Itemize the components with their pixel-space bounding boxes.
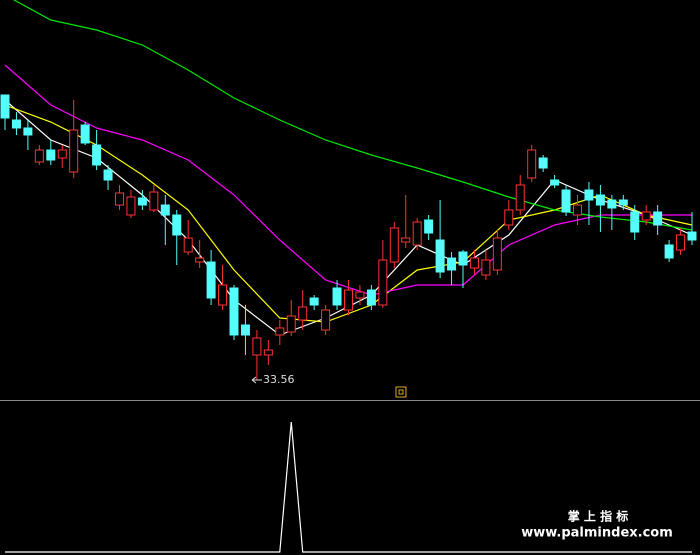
candle-body	[137, 197, 147, 206]
candle-body	[607, 199, 617, 209]
candle-body	[80, 124, 90, 144]
indicator-line	[5, 421, 692, 553]
candle-body	[378, 259, 388, 306]
candle-body	[263, 349, 273, 356]
candle-body	[172, 214, 182, 236]
candle-body	[435, 239, 445, 273]
indicator-panel	[5, 421, 692, 553]
candle-body	[458, 251, 468, 266]
candle-body	[504, 209, 514, 226]
candle-body	[92, 144, 102, 166]
candle-body	[389, 227, 399, 263]
marker-arrowhead	[251, 376, 257, 384]
candle-body	[57, 149, 67, 159]
candle-body	[550, 179, 560, 186]
candle-body	[11, 119, 21, 129]
candle-body	[481, 259, 491, 276]
candle-body	[401, 237, 411, 243]
candle-body	[653, 211, 663, 226]
candle-body	[515, 184, 525, 211]
candle-body	[676, 234, 686, 251]
candle-body	[355, 291, 365, 299]
price-panel	[0, 0, 697, 380]
candle-body	[149, 191, 159, 211]
candle-body	[218, 284, 228, 306]
candle-body	[321, 309, 331, 331]
candle-body	[595, 194, 605, 206]
candle-body	[0, 94, 10, 119]
candle-body	[641, 211, 651, 221]
candle-body	[206, 261, 216, 299]
candle-body	[23, 127, 33, 136]
candle-body	[344, 289, 353, 311]
candle-body	[527, 149, 537, 179]
candle-body	[424, 219, 434, 234]
candle-body	[309, 297, 319, 306]
candle-body	[183, 237, 193, 253]
candle-body	[160, 204, 170, 216]
candle-body	[240, 324, 250, 336]
candle-body	[34, 149, 44, 163]
candle-body	[332, 287, 342, 306]
candle-body	[664, 244, 674, 259]
candle-body	[618, 199, 628, 206]
low-marker: 33.56	[251, 373, 295, 386]
candle-body	[115, 192, 124, 206]
candle-body	[126, 196, 136, 216]
candle-body	[573, 204, 582, 216]
watermark-title: 掌 上 指 标	[568, 509, 629, 524]
candle-body	[630, 211, 640, 233]
candle-body	[275, 327, 285, 336]
candle-body	[298, 306, 308, 321]
candle-body	[561, 189, 571, 213]
candle-body	[538, 157, 548, 169]
candle-body	[366, 289, 376, 306]
icon	[395, 386, 407, 398]
candle-body	[103, 169, 113, 181]
low-label: 33.56	[263, 373, 295, 386]
candle-body	[69, 129, 79, 173]
candle-body	[195, 257, 205, 263]
candle-body	[447, 257, 457, 271]
candle-body	[412, 221, 422, 246]
candle-body	[46, 149, 56, 161]
candle-body	[687, 231, 697, 241]
candle-body	[584, 189, 594, 201]
candle-body	[469, 257, 479, 269]
candle-body	[252, 337, 262, 356]
candle-body	[286, 315, 296, 333]
watermark-url: www.palmindex.com	[521, 526, 673, 541]
candle-body	[492, 237, 502, 271]
candle-body	[229, 287, 239, 336]
